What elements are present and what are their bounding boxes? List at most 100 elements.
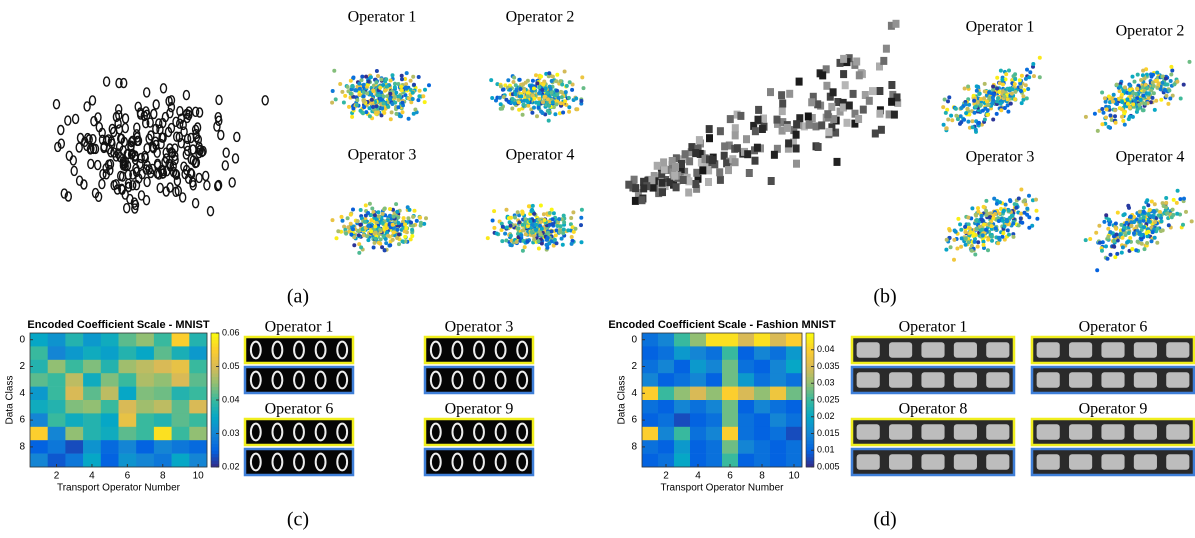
heatmap-cell (642, 453, 659, 468)
heatmap-cell (83, 386, 102, 401)
embedding-point (955, 117, 960, 122)
fashion-glyph (758, 125, 766, 133)
heatmap-cell (706, 359, 723, 374)
embedding-point (1151, 91, 1156, 96)
embedding-point (546, 97, 550, 102)
embedding-point (366, 223, 371, 228)
colorbar-swatch (211, 366, 219, 371)
colorbar-swatch (806, 433, 814, 438)
strip-item (494, 370, 507, 390)
embedding-point (991, 84, 996, 89)
heatmap-cell (658, 373, 675, 387)
embedding-point (550, 74, 555, 79)
fashion-glyph (632, 184, 640, 193)
embedding-point (1026, 87, 1031, 91)
fashion-glyph (785, 139, 793, 148)
strip-item (889, 454, 913, 470)
digit-glyph (175, 131, 184, 143)
heatmap-cell (189, 426, 208, 441)
digit-glyph (198, 146, 206, 158)
embedding-point (972, 239, 977, 244)
embedding-point (1102, 219, 1107, 224)
colorbar-swatch (806, 336, 814, 341)
embedding-point (563, 90, 568, 95)
embedding-point (1027, 215, 1032, 220)
embedding-point (1008, 101, 1013, 106)
embedding-point (1171, 197, 1176, 202)
embedding-point (499, 228, 504, 232)
embedding-point (489, 78, 494, 83)
colorbar-swatch (211, 363, 219, 367)
embedding-point (1155, 240, 1160, 245)
embedding-point (963, 224, 968, 229)
embedding-point (521, 102, 526, 107)
colorbar-swatch (806, 379, 814, 384)
colorbar-tick-label: 0.025 (817, 394, 840, 404)
heatmap-cell (786, 413, 803, 428)
fashion-glyph (809, 92, 817, 101)
heatmap-cell (738, 359, 755, 374)
operator-title: Operator 4 (1116, 149, 1185, 166)
heatmap-cell (65, 359, 84, 374)
digit-glyph (124, 181, 133, 193)
embedding-point (975, 100, 980, 105)
colorbar-swatch (211, 433, 219, 438)
strip-item (1133, 342, 1157, 358)
embedding-point (1127, 105, 1132, 110)
embedding-point (1115, 251, 1120, 256)
strip-item (516, 452, 529, 472)
digit-glyph (145, 133, 153, 145)
embedding-point (1011, 221, 1016, 226)
embedding-point (377, 93, 381, 98)
heatmap-cell (658, 359, 675, 374)
embedding-point (525, 224, 530, 229)
plot-frame (641, 332, 803, 468)
digit-glyph (166, 182, 174, 193)
embedding-point (352, 235, 357, 240)
embedding-point (1113, 255, 1118, 260)
embedding-point (1175, 188, 1180, 193)
embedding-point (1108, 100, 1112, 105)
colorbar-swatch (211, 396, 219, 401)
embedding-point (1108, 113, 1113, 118)
x-axis-label: Transport Operator Number (57, 483, 181, 494)
fashion-glyph (731, 158, 739, 167)
fashion-glyph (888, 81, 896, 89)
heatmap-cell (30, 373, 48, 387)
embedding-point (948, 245, 953, 250)
embedding-point (356, 233, 361, 238)
strip-item (429, 422, 442, 442)
embedding-point (346, 225, 351, 230)
colorbar-swatch (806, 359, 814, 364)
colorbar-swatch (211, 339, 219, 344)
digit-glyph (172, 131, 181, 142)
embedding-point (997, 90, 1002, 94)
heatmap-cell (770, 373, 787, 387)
strip-item (856, 342, 880, 358)
fashion-glyph (672, 183, 680, 192)
operator-title: Operator 1 (348, 9, 417, 26)
heatmap-cell (674, 386, 691, 401)
fashion-glyph (666, 178, 674, 187)
embedding-point (984, 213, 989, 218)
embedding-point (579, 207, 584, 212)
embedding-point (351, 227, 355, 232)
heatmap-cell (674, 373, 691, 387)
embedding-point (369, 218, 374, 223)
embedding-point (1145, 234, 1150, 239)
embedding-point (388, 243, 393, 248)
embedding-point (378, 85, 383, 90)
colorbar-swatch (806, 420, 814, 424)
heatmap-cell (47, 359, 66, 374)
embedding-point (372, 240, 377, 245)
embedding-point (1023, 202, 1028, 207)
embedding-point (422, 100, 427, 105)
embedding-point (354, 103, 359, 107)
heatmap-cell (153, 333, 172, 347)
embedding-point (955, 246, 960, 251)
embedding-point (400, 100, 405, 105)
embedding-point (380, 245, 385, 250)
embedding-point (1149, 239, 1154, 244)
fashion-glyph (792, 144, 800, 153)
embedding-point (566, 95, 571, 100)
